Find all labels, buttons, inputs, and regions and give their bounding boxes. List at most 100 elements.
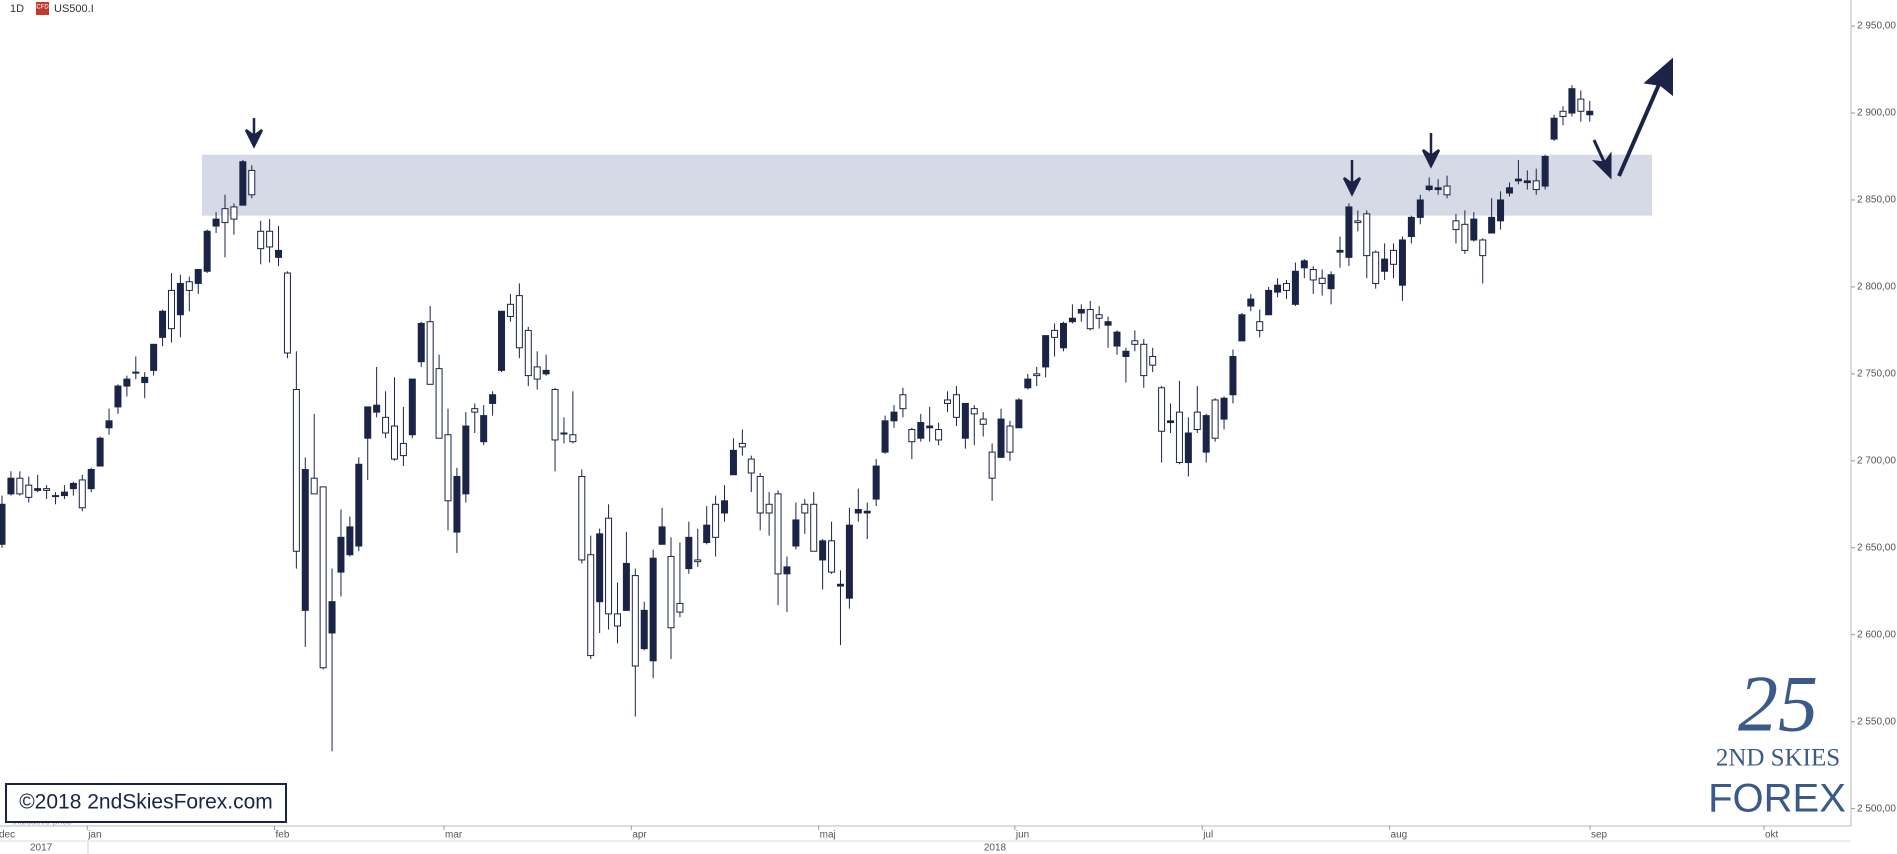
candle-body: [1167, 420, 1175, 424]
candle-body: [515, 295, 523, 349]
candle-body: [1131, 340, 1139, 345]
candle-body: [239, 161, 247, 206]
candle-body: [390, 425, 398, 460]
candle-body: [355, 463, 363, 547]
candle-body: [524, 329, 532, 377]
copyright-box: [5, 783, 287, 823]
candle-body: [729, 449, 737, 476]
candle-body: [926, 425, 934, 429]
candle-body: [123, 378, 131, 387]
candle-body: [810, 503, 818, 552]
candle-body: [952, 394, 960, 418]
candle-body: [87, 469, 95, 490]
candle-body: [551, 389, 559, 441]
candle-body: [997, 418, 1005, 458]
candle-body: [230, 206, 238, 220]
candle-body: [613, 613, 621, 627]
x-tick-label: okt: [1765, 830, 1779, 841]
candle-body: [738, 442, 746, 448]
y-tick-label: 2 500,00: [1857, 803, 1896, 814]
candle-body: [176, 282, 184, 316]
x-tick-label: jan: [87, 830, 101, 841]
candle-body: [1220, 397, 1228, 420]
candle-body: [1077, 309, 1085, 314]
candle-body: [1434, 187, 1442, 191]
candle-body: [1514, 178, 1522, 182]
candle-body: [1229, 355, 1237, 396]
y-tick-label: 2 750,00: [1857, 369, 1896, 380]
candle-body: [1390, 249, 1398, 265]
candle-body: [1184, 432, 1192, 464]
candle-body: [1559, 110, 1567, 118]
candle-body: [480, 415, 488, 443]
candle-body: [1461, 223, 1469, 251]
candle-body: [1193, 411, 1201, 431]
y-tick-label: 2 900,00: [1857, 108, 1896, 119]
candle-body: [337, 536, 345, 573]
logo-line1: 2ND SKIES: [1716, 745, 1840, 772]
candle-body: [105, 420, 113, 429]
candle-body: [631, 575, 639, 667]
candle-body: [560, 432, 568, 435]
candle-body: [25, 484, 33, 498]
candle-body: [453, 475, 461, 533]
x-tick-label: sep: [1591, 830, 1608, 841]
candle-body: [863, 510, 871, 514]
candle-body: [1398, 239, 1406, 286]
candle-body: [1541, 156, 1549, 187]
candle-body: [1309, 269, 1317, 281]
candle-body: [1568, 88, 1576, 114]
candle-body: [435, 368, 443, 439]
x-tick-label: feb: [276, 830, 290, 841]
logo-mark: 25: [1738, 660, 1818, 748]
candle-body: [283, 272, 291, 354]
arrow-down: [1342, 160, 1362, 197]
candle-body: [712, 503, 720, 538]
candle-body: [1113, 331, 1121, 347]
candle-body: [676, 602, 684, 613]
candle-body: [1202, 415, 1210, 453]
candle-body: [364, 406, 372, 439]
candle-body: [703, 524, 711, 544]
candle-body: [462, 425, 470, 495]
candle-body: [935, 429, 943, 441]
candle-body: [721, 500, 729, 514]
candle-body: [1175, 411, 1183, 464]
candle-body: [1104, 321, 1112, 326]
candle-body: [1372, 251, 1380, 284]
candle-body: [346, 526, 354, 556]
candle-body: [1247, 298, 1255, 307]
year-label: 2018: [984, 843, 1007, 854]
candle-body: [1443, 185, 1451, 196]
candle-body: [872, 465, 880, 500]
candle-body: [506, 303, 514, 317]
candle-body: [1291, 270, 1299, 305]
x-tick-label: mar: [445, 830, 463, 841]
candle-body: [1586, 110, 1594, 116]
candle-body: [141, 376, 149, 384]
candle-body: [685, 536, 693, 570]
arrow-pullback: [1591, 139, 1612, 180]
candle-body: [52, 495, 60, 498]
year-label: 2017: [30, 843, 53, 854]
candle-body: [756, 475, 764, 514]
candle-body: [1407, 216, 1415, 237]
candle-body: [78, 479, 86, 509]
zone-layer: [202, 154, 1652, 216]
candle-body: [1505, 187, 1513, 194]
candle-body: [1300, 260, 1308, 269]
candle-body: [1256, 321, 1264, 331]
candle-body: [1327, 274, 1335, 290]
candle-body: [1336, 249, 1344, 253]
candle-body: [1140, 343, 1148, 377]
candle-body: [578, 475, 586, 561]
x-tick-label: jun: [1015, 830, 1029, 841]
candle-body: [1452, 220, 1460, 231]
candle-body: [765, 503, 773, 514]
candle-body: [774, 493, 782, 575]
candle-body: [1363, 213, 1371, 257]
candle-body: [836, 583, 844, 587]
cfd-icon-label: CFD: [36, 5, 49, 11]
